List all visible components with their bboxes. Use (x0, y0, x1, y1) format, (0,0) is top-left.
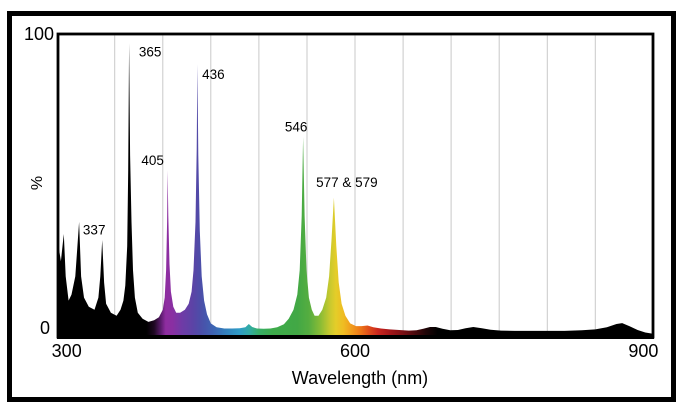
x-tick-labels: 300 600 900 (52, 341, 659, 361)
peak-label: 405 (141, 153, 164, 168)
y-tick-0: 0 (40, 318, 50, 338)
peak-labels: 337 365 405 436 546 577 & 579 (83, 45, 378, 238)
peak-label: 577 & 579 (316, 175, 378, 190)
x-tick-label: 900 (628, 341, 658, 361)
x-axis-title: Wavelength (nm) (292, 368, 428, 388)
y-axis-title: % (29, 176, 46, 190)
y-tick-100: 100 (24, 24, 54, 44)
peak-label: 436 (202, 67, 225, 82)
peak-label: 365 (139, 45, 162, 60)
x-tick-label: 300 (52, 341, 82, 361)
x-tick-label: 600 (340, 341, 370, 361)
gridlines (114, 35, 596, 336)
peak-label: 337 (83, 223, 106, 238)
peak-label: 546 (285, 120, 308, 135)
